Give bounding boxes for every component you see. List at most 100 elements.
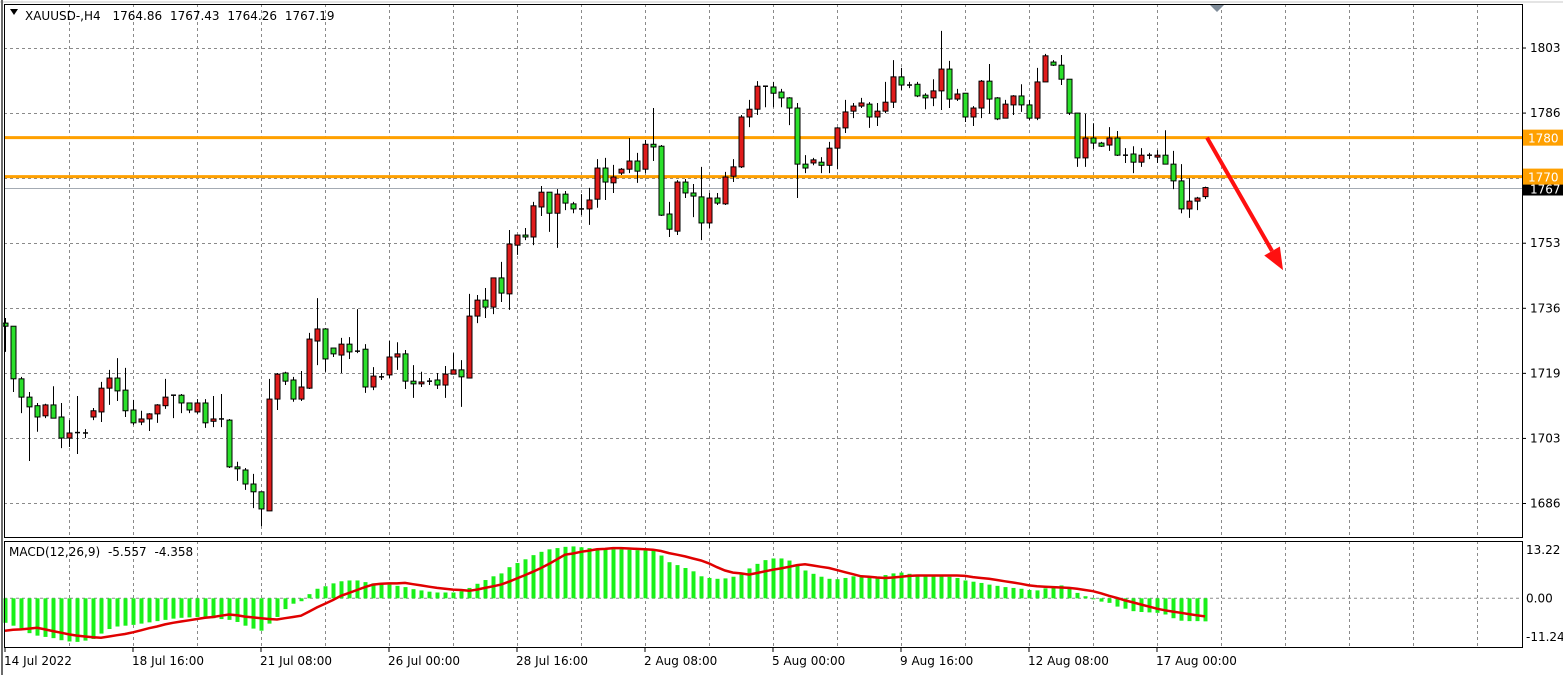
candle <box>346 337 353 359</box>
chart-shift-marker-icon[interactable] <box>1210 5 1224 12</box>
candle-body <box>98 387 105 413</box>
candle-body <box>730 166 737 177</box>
macd-name: MACD(12,26,9) <box>9 545 100 559</box>
candle-body <box>290 379 297 400</box>
macd-histogram-bar <box>531 555 536 599</box>
candle-body <box>1034 81 1041 119</box>
macd-indicator <box>3 546 1208 642</box>
macd-histogram-bar <box>555 548 560 599</box>
down-arrow-annotation[interactable] <box>1205 136 1283 271</box>
candle <box>186 402 193 414</box>
candle-body <box>202 402 209 424</box>
candle <box>978 79 985 119</box>
macd-histogram-bar <box>595 548 600 599</box>
candle <box>1050 60 1057 66</box>
macd-histogram-bar <box>763 560 768 599</box>
candle <box>1154 150 1161 163</box>
macd-histogram-bar <box>947 576 952 599</box>
candle-body <box>1010 95 1017 106</box>
candle-body <box>106 377 113 389</box>
macd-histogram-bar <box>1131 598 1136 612</box>
macd-histogram-bar <box>459 591 464 599</box>
candle-body <box>338 343 345 356</box>
candle-body <box>418 381 425 385</box>
candle-body <box>282 372 289 382</box>
current-price-badge <box>1523 182 1563 196</box>
candle <box>1162 130 1169 165</box>
macd-histogram-bar <box>243 598 248 626</box>
time-axis[interactable]: 14 Jul 2022 18 Jul 16:00 21 Jul 08:00 26 Ju… <box>4 648 1237 668</box>
macd-plot-frame <box>4 541 1523 648</box>
candle-body <box>42 404 49 417</box>
macd-histogram-bar <box>683 568 688 599</box>
candle <box>379 372 384 380</box>
candle <box>171 394 176 419</box>
candle-body <box>226 419 233 468</box>
macd-histogram-bar <box>971 581 976 599</box>
candle-body <box>18 378 25 398</box>
macd-histogram-bar <box>179 598 184 618</box>
candle <box>442 365 449 398</box>
candle <box>626 138 633 174</box>
candles <box>2 30 1209 527</box>
candle <box>306 332 313 389</box>
arrow-shaft[interactable] <box>1205 136 1274 253</box>
macd-histogram-bar <box>819 576 824 599</box>
candle <box>666 201 673 237</box>
macd-histogram-bar <box>211 598 216 619</box>
macd-histogram-bar <box>307 594 312 599</box>
candle <box>514 234 521 255</box>
candle <box>466 293 473 379</box>
candle <box>1034 67 1041 121</box>
candle <box>594 159 601 208</box>
candle-body <box>306 338 313 389</box>
candle-body <box>314 328 321 342</box>
candle <box>122 367 129 417</box>
candle <box>498 261 505 303</box>
macd-histogram-bar <box>1043 588 1048 599</box>
candle-body <box>274 373 281 400</box>
macd-histogram-bar <box>867 577 872 599</box>
candle-body <box>250 483 257 493</box>
macd-histogram-bar <box>691 571 696 599</box>
candle <box>370 367 377 391</box>
macd-histogram-bar <box>1203 598 1208 622</box>
candle <box>2 318 9 352</box>
macd-histogram-bar <box>171 598 176 619</box>
macd-histogram-bar <box>779 558 784 599</box>
candle-body <box>650 143 657 148</box>
candle <box>50 386 57 419</box>
candle <box>914 81 921 98</box>
candle-body <box>962 92 969 118</box>
macd-histogram-bar <box>195 598 200 617</box>
collapse-triangle-icon[interactable] <box>10 9 18 15</box>
candle-body <box>490 277 497 308</box>
candle <box>474 295 481 324</box>
macd-histogram-bar <box>499 573 504 599</box>
candle <box>242 468 249 490</box>
candle-body <box>1170 163 1177 182</box>
level-price-badge <box>1523 129 1563 146</box>
macd-histogram-bar <box>19 598 24 630</box>
candle-body <box>386 356 393 376</box>
candle-body <box>722 176 729 205</box>
macd-histogram-bar <box>187 598 192 618</box>
macd-histogram-bar <box>851 576 856 599</box>
candle-body <box>1162 154 1169 165</box>
candle-body <box>1154 154 1161 158</box>
arrow-head-icon[interactable] <box>1264 246 1283 271</box>
candle <box>1170 150 1177 190</box>
candle-body <box>866 103 873 118</box>
macd-histogram-bar <box>443 592 448 599</box>
candle <box>1010 95 1017 116</box>
candle-body <box>738 116 745 168</box>
macd-axis[interactable]: 13.22 0.00 -11.24 <box>1526 543 1563 644</box>
candle <box>362 344 369 393</box>
candle <box>75 395 80 455</box>
candle-body <box>954 93 961 100</box>
price-axis[interactable]: 1803 1786 1753 1736 1719 1703 1686 1767 1780 1770 <box>1522 41 1563 510</box>
candle <box>10 325 17 393</box>
candle-body <box>458 369 465 378</box>
candle <box>402 349 409 389</box>
